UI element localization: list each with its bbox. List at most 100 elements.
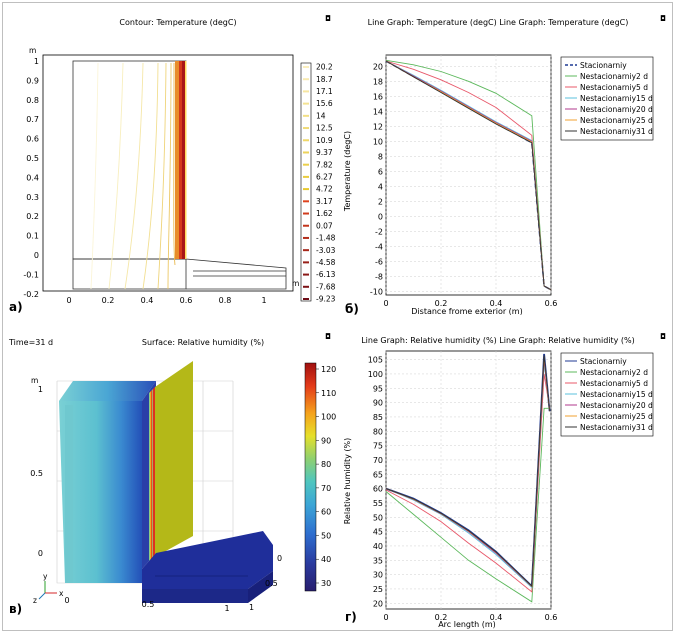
colorbar-label: -6.13	[316, 270, 336, 279]
y-tick-label: -6	[375, 257, 383, 266]
series-line	[385, 407, 550, 603]
legend-entry: Nestacionarniy31 d	[580, 423, 653, 432]
legend-entry: Nestacionarniy2 d	[580, 368, 648, 377]
colorbar-label: 15.6	[316, 99, 333, 108]
camera-icon[interactable]: ◘	[660, 332, 666, 341]
panel-a-x-ticks: 0 0.2 0.4 0.6 0.8 1	[66, 296, 266, 305]
colorbar-label: 100	[321, 413, 336, 422]
legend-entry: Nestacionarniy15 d	[580, 94, 653, 103]
colorbar-label: 17.1	[316, 87, 333, 96]
y-tick-label: 105	[368, 356, 383, 365]
y-tick-label: 10	[373, 137, 383, 146]
tick-label: 0.5	[30, 469, 43, 478]
tick-label: 0.8	[26, 96, 39, 105]
chart-b-title: Line Graph: Temperature (degC) Line Grap…	[368, 18, 629, 27]
colorbar-label: 3.17	[316, 197, 333, 206]
y-tick-label: 50	[373, 513, 383, 522]
panel-a-x-unit: m	[292, 279, 299, 288]
y-tick-label: 35	[373, 556, 383, 565]
colorbar-label: -1.48	[316, 234, 336, 243]
tick-label: 0.5	[265, 579, 278, 588]
axis-x-label: x	[59, 589, 64, 598]
tick-label: 0.4	[26, 173, 39, 182]
chart-d-plot: 0 0.2 0.4 0.6 20 25 30 35 40 45 50 55 60 65 70 75 80 85 90…	[368, 350, 654, 622]
y-tick-label: 95	[373, 384, 383, 393]
tick-label: 0.8	[219, 296, 232, 305]
panel-a-wall-layer	[175, 61, 187, 259]
tick-label: 0.2	[102, 296, 115, 305]
colorbar-label: 4.72	[316, 185, 333, 194]
panel-c-time-label: Time=31 d	[8, 338, 53, 347]
x-tick-label: 0.4	[490, 613, 503, 622]
colorbar-label: 110	[321, 389, 336, 398]
legend-entry: Nestacionarniy20 d	[580, 401, 653, 410]
chart-b-xlabel: Distance frome exterior (m)	[411, 307, 522, 315]
tick-label: 0.5	[142, 600, 155, 609]
tick-label: 0	[34, 251, 39, 260]
tick-label: 0.5	[26, 154, 39, 163]
colorbar-label: 7.82	[316, 160, 333, 169]
camera-icon[interactable]: ◘	[325, 14, 331, 23]
plot-frame	[385, 54, 552, 296]
panel-d-humidity-chart: Line Graph: Relative humidity (%) Line G…	[343, 332, 666, 629]
y-tick-label: 20	[373, 62, 383, 71]
tick-label: 0	[277, 554, 282, 563]
panel-a-title: Contour: Temperature (degC)	[119, 18, 236, 27]
y-tick-label: -8	[375, 272, 383, 281]
colorbar-label: 30	[321, 579, 331, 588]
y-tick-label: 85	[373, 413, 383, 422]
x-tick-label: 0	[383, 299, 388, 308]
legend-entry: Nestacionarniy20 d	[580, 105, 653, 114]
panel-a-contour: Contour: Temperature (degC) ◘ m m 1 0.9 …	[9, 14, 336, 314]
tick-label: 0.2	[26, 212, 39, 221]
series-line	[385, 373, 551, 593]
legend-entry: Nestacionarniy25 d	[580, 412, 653, 421]
y-tick-label: -2	[375, 227, 383, 236]
camera-icon[interactable]: ◘	[660, 14, 666, 23]
plot-frame	[385, 350, 552, 610]
tick-label: 0	[38, 549, 43, 558]
y-tick-label: 80	[373, 427, 383, 436]
y-tick-label: 8	[378, 152, 383, 161]
colorbar-label: 40	[321, 555, 331, 564]
colorbar-label: 20.2	[316, 63, 333, 72]
tick-label: 0	[66, 296, 71, 305]
panel-a-y-ticks: 1 0.9 0.8 0.7 0.6 0.5 0.4 0.3 0.2 0.1 0 …	[23, 57, 39, 299]
colorbar-label: 9.37	[316, 148, 333, 157]
legend-entry: Stacionarniy	[580, 357, 627, 366]
legend-entry: Nestacionarniy5 d	[580, 379, 648, 388]
panel-a-colorbar: 20.2 18.7 17.1 15.6 14 12.5 10.9 9.37 7.82 6.27 4.…	[300, 63, 336, 304]
tick-label: -0.2	[23, 290, 39, 299]
tick-label: 0.1	[26, 232, 39, 241]
x-tick-label: 0.2	[435, 299, 448, 308]
tick-label: 0.7	[26, 115, 39, 124]
y-tick-label: 30	[373, 571, 383, 580]
colorbar-label: 6.27	[316, 172, 333, 181]
colorbar-label: 60	[321, 508, 331, 517]
panel-a-isolines	[90, 62, 176, 290]
colorbar-label: 120	[321, 365, 336, 374]
y-tick-label: 25	[373, 585, 383, 594]
colorbar-label: -9.23	[316, 295, 336, 304]
colorbar-label: 18.7	[316, 75, 333, 84]
y-tick-label: 6	[378, 167, 383, 176]
colorbar-label: 10.9	[316, 136, 333, 145]
tick-label: -0.1	[23, 270, 39, 279]
panel-c-wall-3d	[59, 361, 273, 603]
y-tick-label: 70	[373, 456, 383, 465]
tick-label: 1	[249, 603, 254, 612]
series-line	[385, 60, 552, 291]
tick-label: 1	[224, 604, 229, 613]
legend-entry: Nestacionarniy15 d	[580, 390, 653, 399]
camera-icon[interactable]: ◘	[325, 332, 331, 341]
chart-b-ylabel: Temperature (degC)	[343, 131, 352, 212]
panel-c-ticks: m 1 0.5 0 0 0.5 1 0 0.5 1	[30, 376, 282, 613]
y-tick-label: -10	[370, 287, 383, 296]
x-tick-label: 0.6	[545, 299, 558, 308]
panel-c-y-unit: m	[31, 376, 38, 385]
colorbar-label: 70	[321, 484, 331, 493]
y-tick-label: 75	[373, 442, 383, 451]
colorbar-label: 14	[316, 111, 326, 120]
y-tick-label: 60	[373, 485, 383, 494]
